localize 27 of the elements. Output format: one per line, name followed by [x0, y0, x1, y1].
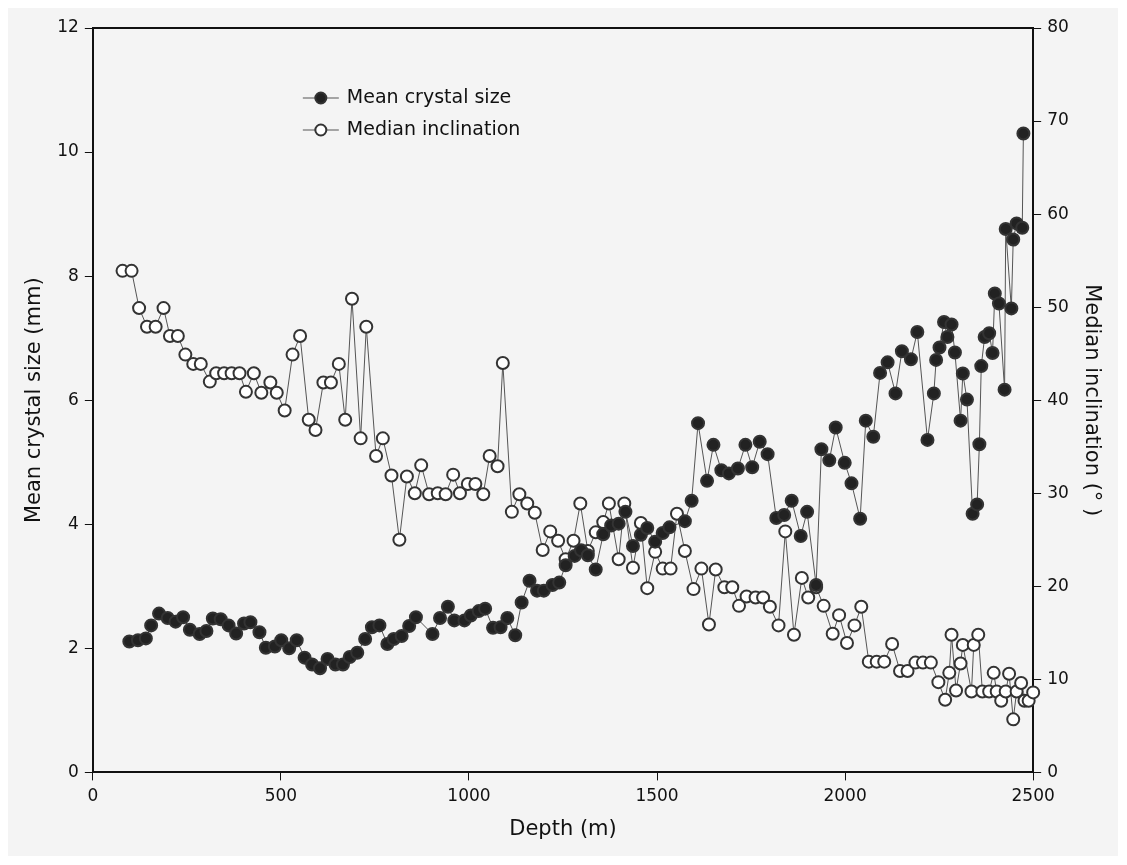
y-tick-label: 8 [68, 264, 79, 285]
y-tick-label: 12 [57, 16, 79, 37]
y-tick-label: 0 [68, 760, 79, 781]
y-tick-label: 10 [57, 140, 79, 161]
y-axis-title: Mean crystal size (mm) [21, 277, 46, 524]
y2-tick-label: 30 [1047, 481, 1069, 502]
legend-label: Mean crystal size [346, 84, 512, 107]
y2-tick-label: 10 [1047, 667, 1069, 688]
y2-tick-label: 0 [1047, 760, 1058, 781]
y2-tick-label: 40 [1047, 388, 1069, 409]
y2-tick-label: 70 [1047, 109, 1069, 130]
x-tick-label: 0 [87, 785, 99, 806]
x-tick-label: 2500 [1011, 785, 1055, 806]
x-tick-label: 500 [264, 785, 298, 806]
y-tick-label: 2 [68, 636, 79, 657]
legend-label: Median inclination [346, 116, 521, 139]
y-tick-label: 4 [68, 512, 79, 533]
x-tick-label: 1500 [635, 785, 679, 806]
x-tick-label: 2000 [823, 785, 867, 806]
y2-tick-label: 50 [1047, 295, 1069, 316]
y-tick-label: 6 [68, 388, 79, 409]
x-axis-title: Depth (m) [509, 815, 617, 840]
y2-axis-title: Median inclination (° ) [1080, 284, 1105, 517]
y2-tick-label: 20 [1047, 574, 1069, 595]
x-tick-label: 1000 [447, 785, 491, 806]
y2-tick-label: 60 [1047, 202, 1069, 223]
y2-tick-label: 80 [1047, 16, 1069, 37]
